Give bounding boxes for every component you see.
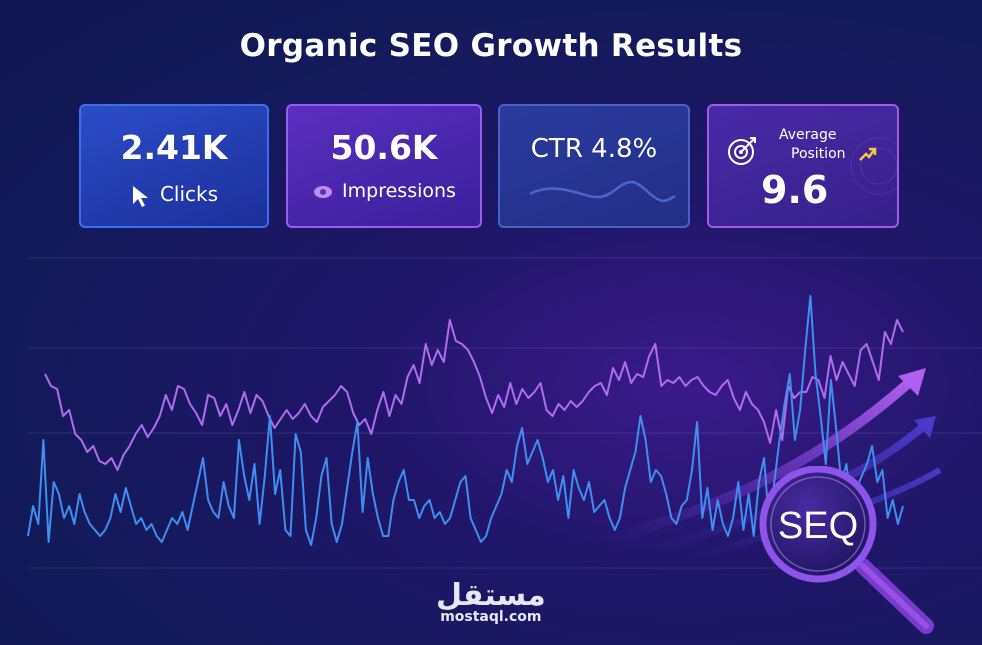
growth-arrow-head <box>898 368 926 396</box>
watermark-url: mostaql.com <box>440 609 542 625</box>
growth-arrow-secondary-head <box>914 416 936 438</box>
clicks-label: Clicks <box>159 182 219 206</box>
position-label: Position <box>791 146 846 162</box>
trend-up-icon <box>859 147 877 161</box>
position-value: 9.6 <box>761 168 829 212</box>
clicks-card: 2.41K Clicks <box>79 104 269 228</box>
series-line-1 <box>44 319 904 471</box>
eye-icon <box>314 185 333 198</box>
average-label: Average <box>779 127 837 143</box>
magnifier-text: SEQ <box>778 505 858 547</box>
impressions-card: 50.6K Impressions <box>286 104 482 228</box>
page-title: Organic SEO Growth Results <box>239 28 743 64</box>
ctr-card: CTR 4.8% <box>498 104 690 228</box>
ctr-label: CTR 4.8% <box>530 134 658 164</box>
average-position-label: Average Position <box>775 126 846 164</box>
watermark: مستقل mostaql.com <box>436 578 546 625</box>
clicks-value: 2.41K <box>120 128 228 167</box>
watermark-arabic: مستقل <box>436 578 546 613</box>
ctr-sparkline <box>529 180 676 202</box>
position-card: Average Position 9.6 <box>707 104 899 228</box>
impressions-value: 50.6K <box>330 128 438 167</box>
impressions-label: Impressions <box>342 180 456 202</box>
growth-arrow-main <box>608 376 916 545</box>
seo-magnifier: SEQ <box>759 466 934 634</box>
decorative-rings <box>850 137 897 195</box>
series-line-2 <box>27 295 904 546</box>
cursor-icon <box>132 185 148 207</box>
target-icon <box>728 137 756 165</box>
